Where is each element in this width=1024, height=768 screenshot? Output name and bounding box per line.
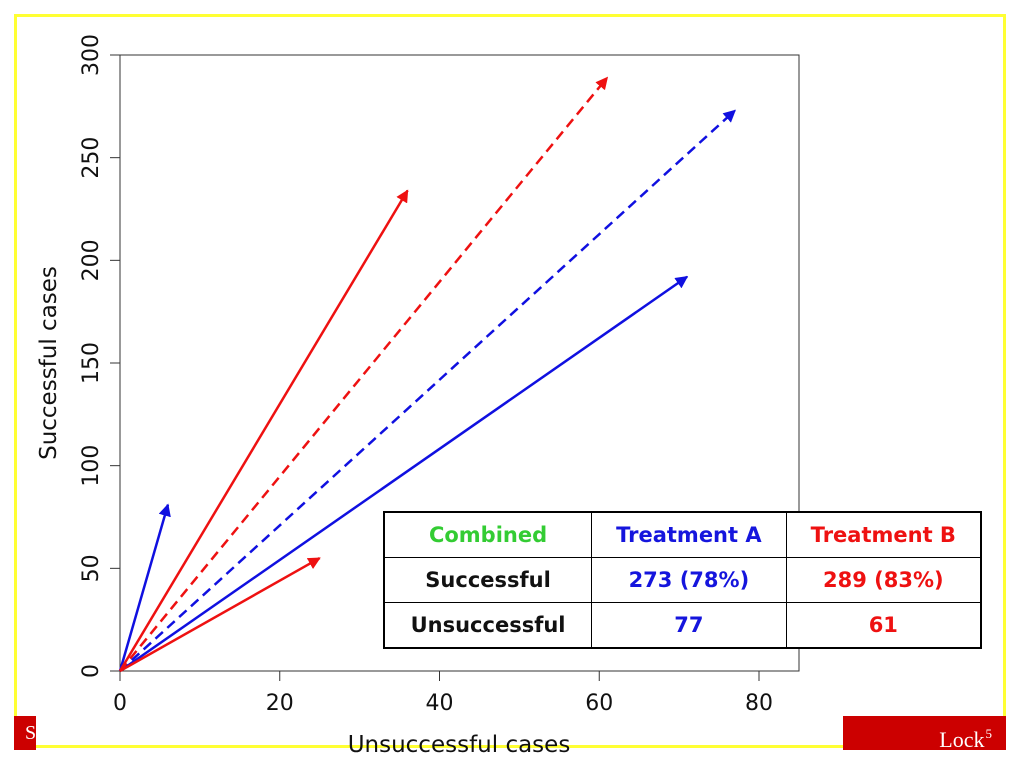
x-axis-label: Unsuccessful cases (348, 732, 571, 758)
header-treatment-a: Treatment A (591, 511, 787, 558)
y-tick-label: 50 (79, 554, 104, 582)
y-tick-label: 150 (79, 342, 104, 384)
y-axis-label: Successful cases (36, 266, 62, 460)
footer-left-bar: S (14, 716, 36, 750)
successful-treatment-b: 289 (83%) (785, 557, 982, 603)
series-arrow (118, 503, 171, 672)
row-label-unsuccessful: Unsuccessful (383, 602, 593, 649)
stats-table: Combined Treatment A Treatment B Success… (383, 511, 982, 649)
y-tick-label: 200 (79, 239, 104, 281)
x-tick-label: 20 (266, 691, 294, 716)
series-arrow (119, 556, 321, 673)
x-tick-label: 40 (426, 691, 454, 716)
successful-treatment-a: 273 (78%) (591, 557, 787, 603)
series-arrow (119, 275, 689, 673)
y-tick-label: 0 (79, 664, 104, 678)
footer-brand-superscript: 5 (985, 726, 993, 741)
series-arrow (118, 189, 409, 672)
footer-left-text: S (25, 722, 36, 744)
header-treatment-b: Treatment B (785, 511, 982, 558)
series-layer (118, 76, 736, 673)
table-row: Unsuccessful 77 61 (383, 602, 982, 649)
y-axis: 0 50 100 150 200 250 300 (79, 34, 120, 678)
footer-right-bar: Lock5 (843, 716, 1006, 752)
x-tick-label: 0 (113, 691, 127, 716)
unsuccessful-treatment-b: 61 (785, 602, 982, 649)
x-tick-label: 80 (745, 691, 773, 716)
row-label-successful: Successful (383, 557, 593, 603)
footer-brand: Lock (939, 727, 985, 752)
unsuccessful-treatment-a: 77 (591, 602, 787, 649)
y-tick-label: 100 (79, 445, 104, 487)
header-combined: Combined (383, 511, 593, 558)
x-tick-label: 60 (585, 691, 613, 716)
series-arrow (119, 109, 736, 672)
table-header-row: Combined Treatment A Treatment B (383, 511, 982, 558)
x-axis: 0 20 40 60 80 (113, 671, 773, 716)
table-row: Successful 273 (78%) 289 (83%) (383, 557, 982, 603)
y-tick-label: 300 (79, 34, 104, 76)
y-tick-label: 250 (79, 137, 104, 179)
